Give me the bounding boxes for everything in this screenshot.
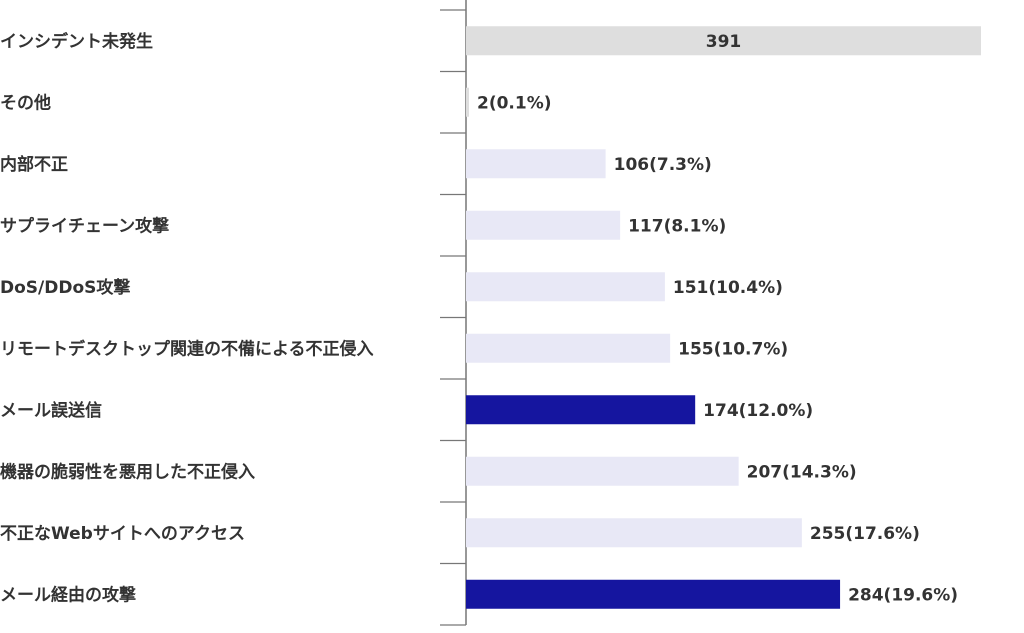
category-label: サプライチェーン攻撃	[0, 215, 169, 236]
value-label: 151(10.4%)	[673, 278, 783, 298]
axis-layer	[440, 0, 467, 626]
value-label: 155(10.7%)	[678, 339, 788, 359]
bar	[466, 87, 469, 117]
value-label: 117(8.1%)	[628, 216, 726, 236]
value-label: 255(17.6%)	[810, 524, 920, 544]
value-label: 2(0.1%)	[477, 93, 552, 113]
category-label: インシデント未発生	[0, 31, 153, 52]
bar	[466, 395, 696, 425]
category-label: DoS/DDoS攻撃	[0, 277, 130, 298]
value-label: 174(12.0%)	[703, 401, 813, 421]
bar	[466, 579, 841, 609]
bar	[466, 518, 802, 548]
value-label: 207(14.3%)	[747, 462, 857, 482]
category-label: メール経由の攻撃	[0, 584, 136, 605]
category-label: リモートデスクトップ関連の不備による不正侵入	[0, 338, 374, 359]
bar	[466, 333, 671, 363]
labels-layer: インシデント未発生 391 その他 2(0.1%) 内部不正 106(7.3%) サプライチ…	[0, 31, 958, 606]
bar	[466, 26, 981, 56]
bar	[466, 149, 606, 179]
bar	[466, 456, 739, 486]
bar	[466, 210, 621, 240]
value-label: 391	[706, 32, 742, 52]
bar	[466, 272, 665, 302]
category-label: 不正なWebサイトへのアクセス	[0, 524, 245, 544]
value-label: 106(7.3%)	[614, 155, 712, 175]
value-label: 284(19.6%)	[848, 585, 958, 605]
bars-layer	[466, 26, 981, 609]
category-label: 内部不正	[0, 154, 68, 175]
category-label: メール誤送信	[0, 400, 102, 421]
category-label: その他	[0, 92, 51, 113]
category-label: 機器の脆弱性を悪用した不正侵入	[0, 461, 255, 482]
